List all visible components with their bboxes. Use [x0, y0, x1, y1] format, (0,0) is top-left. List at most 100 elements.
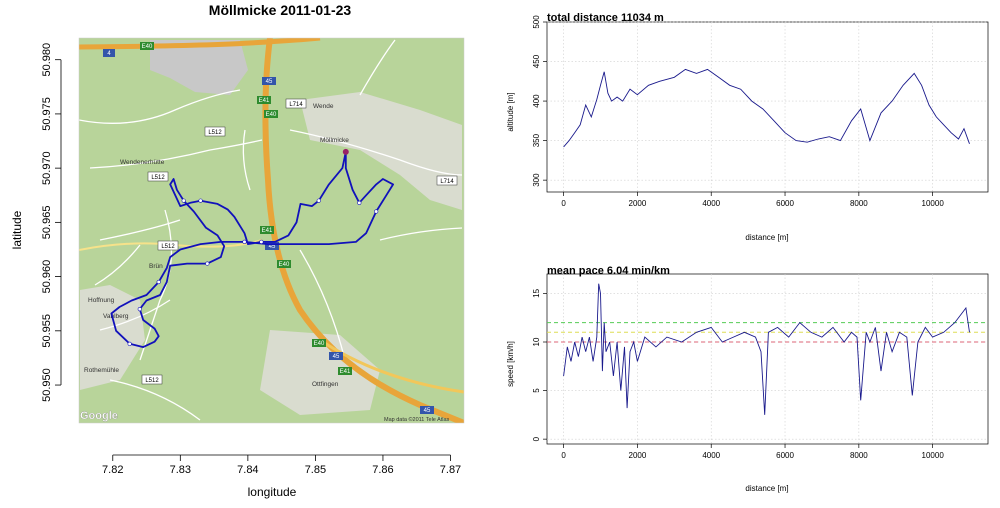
map-y-tick-label: 50.980 — [41, 43, 53, 77]
map-x-tick-label: 7.86 — [372, 464, 393, 476]
altitude-ylabel: altitude [m] — [506, 92, 515, 131]
road-shield-l714 — [285, 98, 307, 109]
road-label-45-c: 45 — [333, 354, 340, 360]
road-shield-45 — [265, 242, 279, 250]
y-tick-label: 10 — [532, 337, 541, 346]
road-shield-l512 — [157, 240, 179, 251]
town-label-bruen: Brün — [149, 263, 163, 270]
road-label-l512-b: L512 — [151, 175, 165, 181]
built-up-area-moellmicke — [300, 92, 462, 210]
road-shield-l512 — [147, 171, 169, 182]
x-tick-label: 10000 — [922, 451, 945, 460]
start-marker — [342, 148, 349, 155]
altitude-chart[interactable]: 0 2000 4000 6000 8000 10000 300 350 400 450 500 to… — [506, 12, 989, 242]
map-copyright: Map data ©2011 Tele Atlas — [384, 416, 450, 423]
road-shield-e41 — [260, 226, 274, 234]
speed-chart[interactable]: 0 2000 4000 6000 8000 10000 0 5 10 15 mean pace 6… — [506, 265, 989, 493]
route-waypoints — [127, 198, 379, 346]
map-tiles: E40 45 E41 E40 E41 45 E40 E40 45 E41 45 … — [79, 38, 464, 423]
road-label-l512-c: L512 — [161, 244, 175, 250]
road-label-45-a: 45 — [266, 79, 273, 85]
map-xlabel: longitude — [248, 485, 297, 499]
x-tick-label: 2000 — [629, 451, 647, 460]
road-label-l714-b: L714 — [440, 179, 454, 185]
map-x-tick-label: 7.84 — [237, 464, 258, 476]
road-label-4: 4 — [107, 51, 111, 57]
road-label-e40-a: E40 — [142, 44, 153, 50]
road-shield-l714 — [436, 175, 458, 186]
town-label-moellmicke: Möllmicke — [320, 137, 349, 144]
road-label-l714-a: L714 — [289, 102, 303, 108]
map-y-tick-label: 50.975 — [41, 97, 53, 131]
map-x-tick-label: 7.82 — [102, 464, 123, 476]
town-label-hoffnung: Hoffnung — [88, 297, 115, 304]
y-tick-label: 400 — [532, 94, 541, 108]
map-x-tick-label: 7.87 — [440, 464, 461, 476]
road-shields: E40 45 E41 E40 E41 45 E40 E40 45 E41 45 … — [103, 42, 458, 414]
town-label-ottfingen: Ottfingen — [312, 381, 339, 388]
route-waypoint — [205, 261, 210, 266]
road-label-l512-a: L512 — [208, 130, 222, 136]
x-tick-label: 0 — [561, 451, 566, 460]
map-y-tick-label: 50.965 — [41, 206, 53, 240]
route-waypoint — [374, 209, 379, 214]
map-y-tick-label: 50.950 — [41, 368, 53, 402]
town-label-wendenerhuette: Wendenerhütte — [120, 159, 165, 166]
map-panel[interactable]: E40 45 E41 E40 E41 45 E40 E40 45 E41 45 … — [78, 37, 465, 424]
road-label-l512-d: L512 — [145, 378, 159, 384]
speed-plot-frame — [546, 273, 989, 445]
y-tick-label: 350 — [532, 133, 541, 147]
road-shield-45 — [329, 352, 343, 360]
town-label-wende: Wende — [313, 103, 334, 110]
road-label-e40-d: E40 — [314, 341, 325, 347]
route-waypoint — [137, 307, 142, 312]
town-label-rothemuehle: Rothemühle — [84, 367, 119, 374]
road-shield-45 — [262, 77, 276, 85]
road-shield-e40 — [277, 260, 291, 268]
road-label-e41-b: E41 — [262, 228, 273, 234]
road-shield-e41 — [257, 96, 271, 104]
map-axes: 7.82 7.83 7.84 7.85 7.86 7.87 50.950 50.955 50.9… — [41, 43, 461, 476]
road-label-45-d: 45 — [424, 408, 431, 414]
speed-title: mean pace 6.04 min/km — [547, 265, 670, 277]
x-tick-label: 10000 — [922, 199, 945, 208]
road-shield-l512 — [141, 374, 163, 385]
map-y-tick-label: 50.960 — [41, 260, 53, 294]
map-y-tick-label: 50.955 — [41, 314, 53, 348]
map-x-tick-label: 7.85 — [305, 464, 326, 476]
x-tick-label: 8000 — [850, 199, 868, 208]
route-waypoint — [242, 239, 247, 244]
y-tick-label: 300 — [532, 173, 541, 187]
town-labels: Möllmicke Wendenerhütte Brün Hoffnung Va… — [84, 103, 349, 388]
google-logo: Google — [80, 410, 118, 422]
x-tick-label: 8000 — [850, 451, 868, 460]
y-tick-label: 500 — [532, 15, 541, 29]
highway-e40-north — [79, 38, 321, 50]
y-tick-label: 5 — [532, 388, 541, 393]
altitude-series-line — [563, 68, 970, 148]
route-waypoint — [181, 198, 186, 203]
x-tick-label: 4000 — [702, 199, 720, 208]
altitude-plot-frame — [546, 21, 989, 193]
y-tick-label: 450 — [532, 54, 541, 68]
altitude-title: total distance 11034 m — [547, 12, 664, 24]
secondary-road-south — [319, 338, 464, 394]
route-waypoint — [156, 279, 161, 285]
altitude-xlabel: distance [m] — [745, 233, 788, 242]
industrial-area — [150, 40, 248, 95]
road-label-e40-b: E40 — [266, 112, 277, 118]
route-waypoint — [259, 239, 264, 244]
y-tick-label: 0 — [532, 436, 541, 441]
road-label-e40-c: E40 — [279, 262, 290, 268]
altitude-axes: 0 2000 4000 6000 8000 10000 300 350 400 450 500 — [532, 15, 944, 208]
road-shield-e40 — [312, 339, 326, 347]
map-title: Möllmicke 2011-01-23 — [209, 2, 352, 18]
map-y-tick-label: 50.970 — [41, 151, 53, 185]
road-shield-e40 — [140, 42, 154, 50]
minor-roads — [79, 39, 463, 421]
speed-ylabel: speed [km/h] — [506, 341, 515, 387]
speed-xlabel: distance [m] — [745, 484, 788, 493]
route-waypoint — [357, 200, 362, 205]
map-frame — [78, 37, 465, 424]
